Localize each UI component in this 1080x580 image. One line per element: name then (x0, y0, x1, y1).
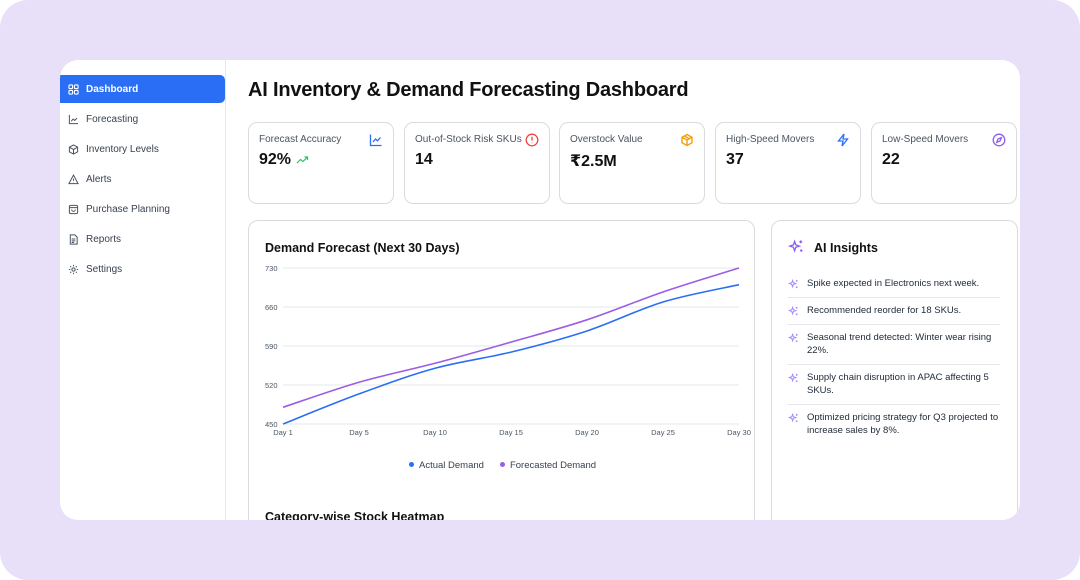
y-tick-label: 730 (265, 264, 278, 273)
grid-icon (67, 83, 79, 95)
sidebar-item-settings[interactable]: Settings (60, 255, 225, 283)
chart-title: Demand Forecast (Next 30 Days) (265, 241, 460, 255)
sidebar: Dashboard Forecasting Inventory Levels A… (60, 60, 226, 520)
sparkle-icon (788, 413, 798, 423)
alert-circle-icon (525, 133, 539, 147)
trending-up-icon (296, 156, 309, 164)
x-tick-label: Day 25 (651, 428, 675, 437)
y-tick-label: 660 (265, 303, 278, 312)
stat-card-forecast-accuracy: Forecast Accuracy 92% (248, 122, 394, 204)
package-icon (681, 133, 693, 147)
sidebar-item-label: Dashboard (86, 83, 139, 95)
ai-insights-header: AI Insights (788, 239, 878, 256)
sidebar-item-label: Alerts (86, 173, 112, 185)
demand-forecast-chart: 450 520 590 660 730 Day 1 Day 5 Day 10 Day 15 Day… (265, 264, 751, 437)
x-tick-label: Day 1 (273, 428, 293, 437)
legend-label: Forecasted Demand (509, 460, 597, 471)
app-window: Dashboard Forecasting Inventory Levels A… (60, 60, 1020, 520)
legend-dot-actual (408, 461, 414, 467)
stat-card-high-speed-movers: High-Speed Movers 37 (715, 122, 861, 204)
sidebar-item-inventory-levels[interactable]: Inventory Levels (60, 135, 225, 163)
stat-label: Forecast Accuracy (259, 134, 342, 145)
stat-label: Out-of-Stock Risk SKUs (415, 134, 522, 145)
sidebar-item-alerts[interactable]: Alerts (60, 165, 225, 193)
sidebar-item-label: Forecasting (86, 113, 139, 125)
y-tick-label: 520 (265, 381, 278, 390)
stat-card-overstock-value: Overstock Value ₹2.5M (559, 122, 705, 204)
stat-label: High-Speed Movers (726, 134, 815, 145)
sidebar-item-label: Purchase Planning (86, 203, 170, 215)
gear-icon (67, 263, 79, 275)
ai-insights-title: AI Insights (814, 240, 878, 255)
lightning-icon (837, 133, 849, 147)
insights-list: Spike expected in Electronics next week.… (788, 271, 1000, 444)
legend-item-forecasted[interactable]: Forecasted Demand (499, 460, 597, 471)
series-line-forecasted-demand (282, 267, 740, 409)
insight-item: Recommended reorder for 18 SKUs. (788, 298, 1000, 325)
sparkles-icon (788, 239, 803, 253)
sparkle-icon (788, 333, 798, 343)
sidebar-item-dashboard[interactable]: Dashboard (60, 75, 225, 103)
stat-value: 14 (415, 151, 433, 168)
stat-value: 22 (882, 151, 900, 168)
chart-legend: Actual Demand Forecasted Demand (249, 460, 756, 471)
x-tick-label: Day 30 (727, 428, 751, 437)
stat-card-out-of-stock-risk: Out-of-Stock Risk SKUs 14 (404, 122, 550, 204)
legend-label: Actual Demand (418, 460, 484, 471)
stat-label: Overstock Value (570, 134, 643, 145)
demand-forecast-panel: Demand Forecast (Next 30 Days) 450 520 590… (248, 220, 755, 520)
chart-line-icon (67, 113, 79, 125)
sidebar-item-purchase-planning[interactable]: Purchase Planning (60, 195, 225, 223)
stat-value: 37 (726, 151, 744, 168)
insight-text: Supply chain disruption in APAC affectin… (807, 372, 989, 396)
stat-value: ₹2.5M (570, 153, 617, 170)
main-content: AI Inventory & Demand Forecasting Dashbo… (248, 60, 1020, 520)
document-icon (67, 233, 79, 245)
heatmap-title: Category-wise Stock Heatmap (265, 510, 445, 520)
insight-text: Optimized pricing strategy for Q3 projec… (807, 412, 999, 436)
insight-text: Spike expected in Electronics next week. (807, 278, 980, 289)
insight-item: Optimized pricing strategy for Q3 projec… (788, 405, 1000, 444)
insight-item: Supply chain disruption in APAC affectin… (788, 365, 1000, 405)
sidebar-item-label: Reports (86, 233, 122, 245)
stat-value-text: 92% (259, 151, 292, 168)
warning-triangle-icon (67, 173, 79, 185)
sparkle-icon (788, 373, 798, 383)
y-tick-label: 590 (265, 342, 278, 351)
shopping-bag-icon (67, 203, 79, 215)
chart-line-icon (369, 134, 382, 147)
insight-item: Seasonal trend detected: Winter wear ris… (788, 325, 1000, 365)
legend-item-actual[interactable]: Actual Demand (408, 460, 484, 471)
ai-insights-panel: AI Insights Spike expected in Electronic… (771, 220, 1018, 520)
sidebar-item-reports[interactable]: Reports (60, 225, 225, 253)
box-icon (67, 143, 79, 155)
sidebar-item-forecasting[interactable]: Forecasting (60, 105, 225, 133)
sidebar-item-label: Inventory Levels (86, 143, 159, 155)
insight-text: Seasonal trend detected: Winter wear ris… (807, 332, 992, 356)
legend-dot-forecasted (499, 461, 505, 467)
y-tick-label: 450 (265, 420, 278, 429)
stat-value: 92% (259, 151, 383, 169)
series-line-actual-demand (282, 283, 740, 425)
sparkle-icon (788, 279, 798, 289)
x-tick-label: Day 20 (575, 428, 599, 437)
x-tick-label: Day 15 (499, 428, 523, 437)
insight-text: Recommended reorder for 18 SKUs. (807, 305, 962, 316)
x-tick-label: Day 10 (423, 428, 447, 437)
insight-item: Spike expected in Electronics next week. (788, 271, 1000, 298)
stat-label: Low-Speed Movers (882, 134, 969, 145)
sidebar-item-label: Settings (86, 263, 123, 275)
x-tick-label: Day 5 (349, 428, 369, 437)
compass-icon (992, 133, 1006, 147)
sparkle-icon (788, 306, 798, 316)
page-title: AI Inventory & Demand Forecasting Dashbo… (248, 79, 689, 101)
stat-card-low-speed-movers: Low-Speed Movers 22 (871, 122, 1017, 204)
